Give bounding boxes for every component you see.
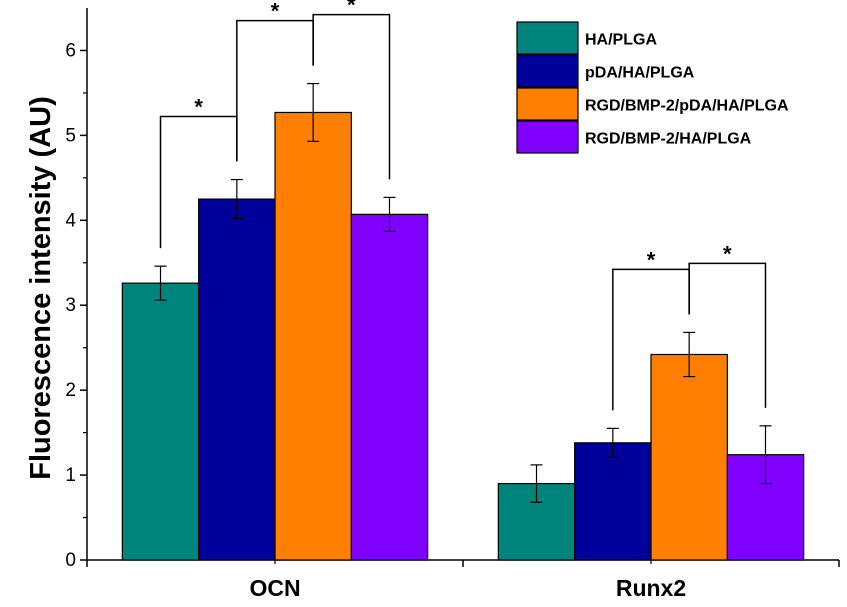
bar [650,353,728,561]
error-bars [154,82,772,503]
y-ticks: 0 1 2 3 4 5 6 [65,40,87,571]
legend-swatch [516,120,579,154]
significance-bracket [312,13,391,180]
legend-label: pDA/HA/PLGA [585,65,695,82]
significance-star: * [347,0,356,18]
x-category-label: Runx2 [616,575,686,601]
bar [274,111,352,561]
significance-bracket [688,262,767,408]
bar [121,282,200,561]
y-axis-label: Fluorescence intensity (AU) [25,96,57,480]
y-tick-label: 3 [65,295,76,316]
significance-star: * [723,241,732,266]
y-tick-label: 1 [65,465,76,486]
legend: HA/PLGA pDA/HA/PLGA RGD/BMP-2/pDA/HA/PLGA R… [516,21,789,154]
significance-star: * [647,247,656,272]
bar [574,442,652,561]
legend-label: RGD/BMP-2/HA/PLGA [585,131,752,148]
bars [121,111,805,561]
legend-swatch [516,87,579,121]
legend-label: HA/PLGA [585,32,657,49]
significance-star: * [194,95,203,120]
y-tick-label: 5 [65,125,76,146]
y-tick-label: 2 [65,380,76,401]
legend-label: RGD/BMP-2/pDA/HA/PLGA [585,98,789,115]
bar [198,198,276,561]
significance-brackets: * * * * * [159,0,767,411]
y-tick-label: 6 [65,40,76,61]
x-category-label: OCN [249,575,300,601]
legend-swatch [516,54,579,88]
y-tick-label: 0 [65,550,76,571]
x-ticks: OCN Runx2 [86,560,840,601]
significance-star: * [271,0,280,24]
y-tick-label: 4 [65,210,76,231]
legend-swatch [516,21,579,55]
bar [350,213,429,561]
